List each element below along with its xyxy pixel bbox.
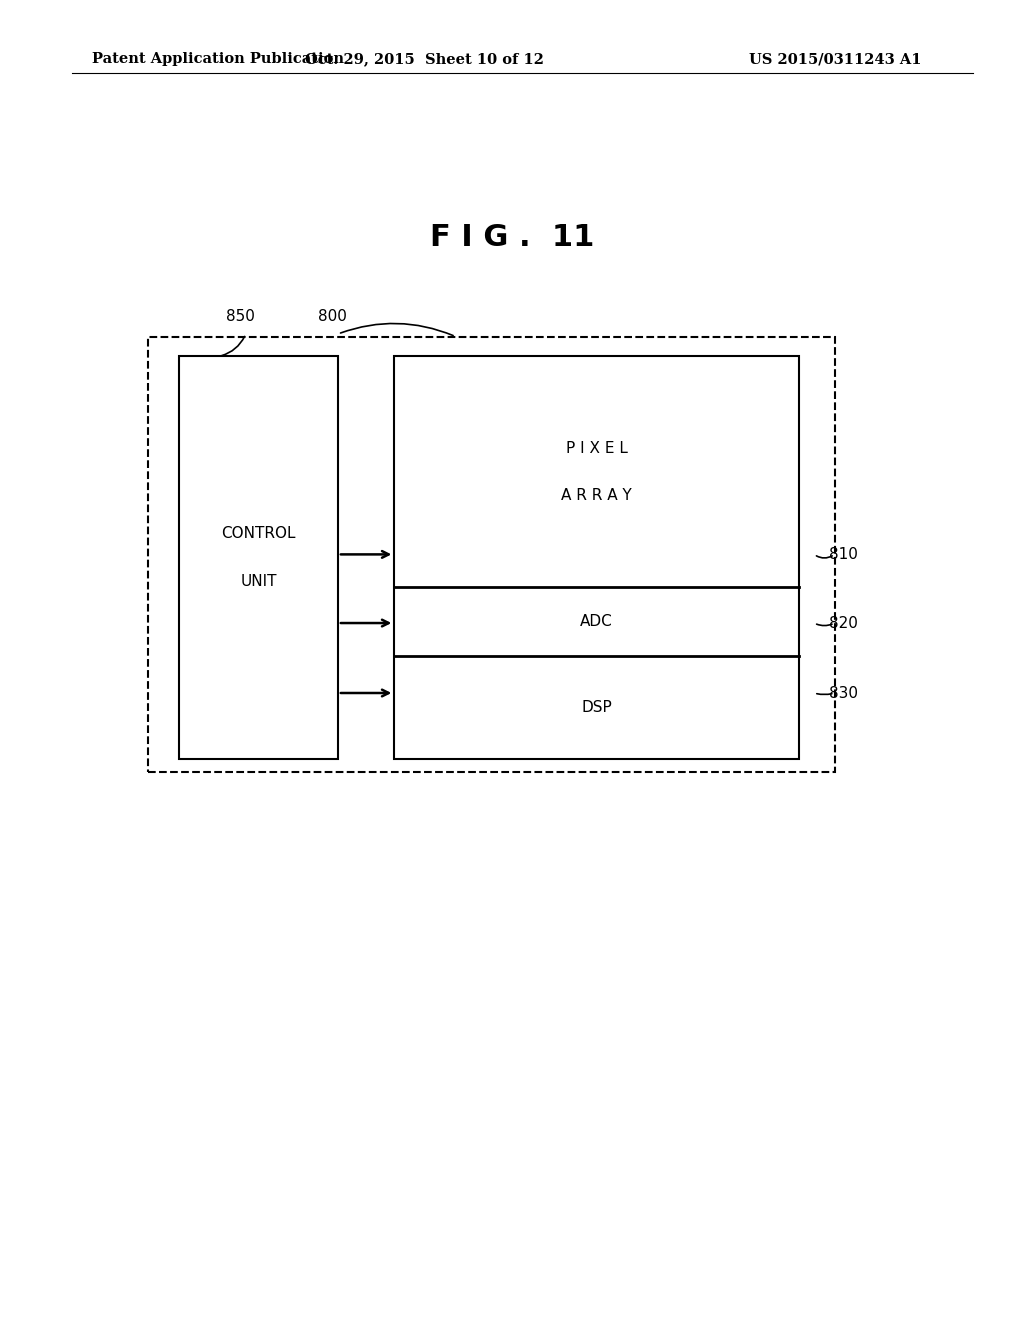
- Bar: [179, 356, 338, 759]
- Text: DSP: DSP: [581, 700, 612, 715]
- Text: Oct. 29, 2015  Sheet 10 of 12: Oct. 29, 2015 Sheet 10 of 12: [305, 53, 545, 66]
- Text: 820: 820: [829, 615, 858, 631]
- Text: CONTROL: CONTROL: [221, 527, 296, 541]
- Bar: [394, 356, 799, 759]
- Text: 850: 850: [226, 309, 255, 325]
- Bar: [148, 337, 835, 772]
- Text: US 2015/0311243 A1: US 2015/0311243 A1: [750, 53, 922, 66]
- Text: Patent Application Publication: Patent Application Publication: [92, 53, 344, 66]
- Text: UNIT: UNIT: [241, 574, 276, 589]
- Text: 810: 810: [829, 546, 858, 562]
- Text: A R R A Y: A R R A Y: [561, 488, 632, 503]
- Text: F I G .  11: F I G . 11: [430, 223, 594, 252]
- Text: 800: 800: [318, 309, 347, 325]
- Text: 830: 830: [829, 685, 858, 701]
- Text: ADC: ADC: [581, 614, 612, 630]
- Text: P I X E L: P I X E L: [565, 441, 628, 455]
